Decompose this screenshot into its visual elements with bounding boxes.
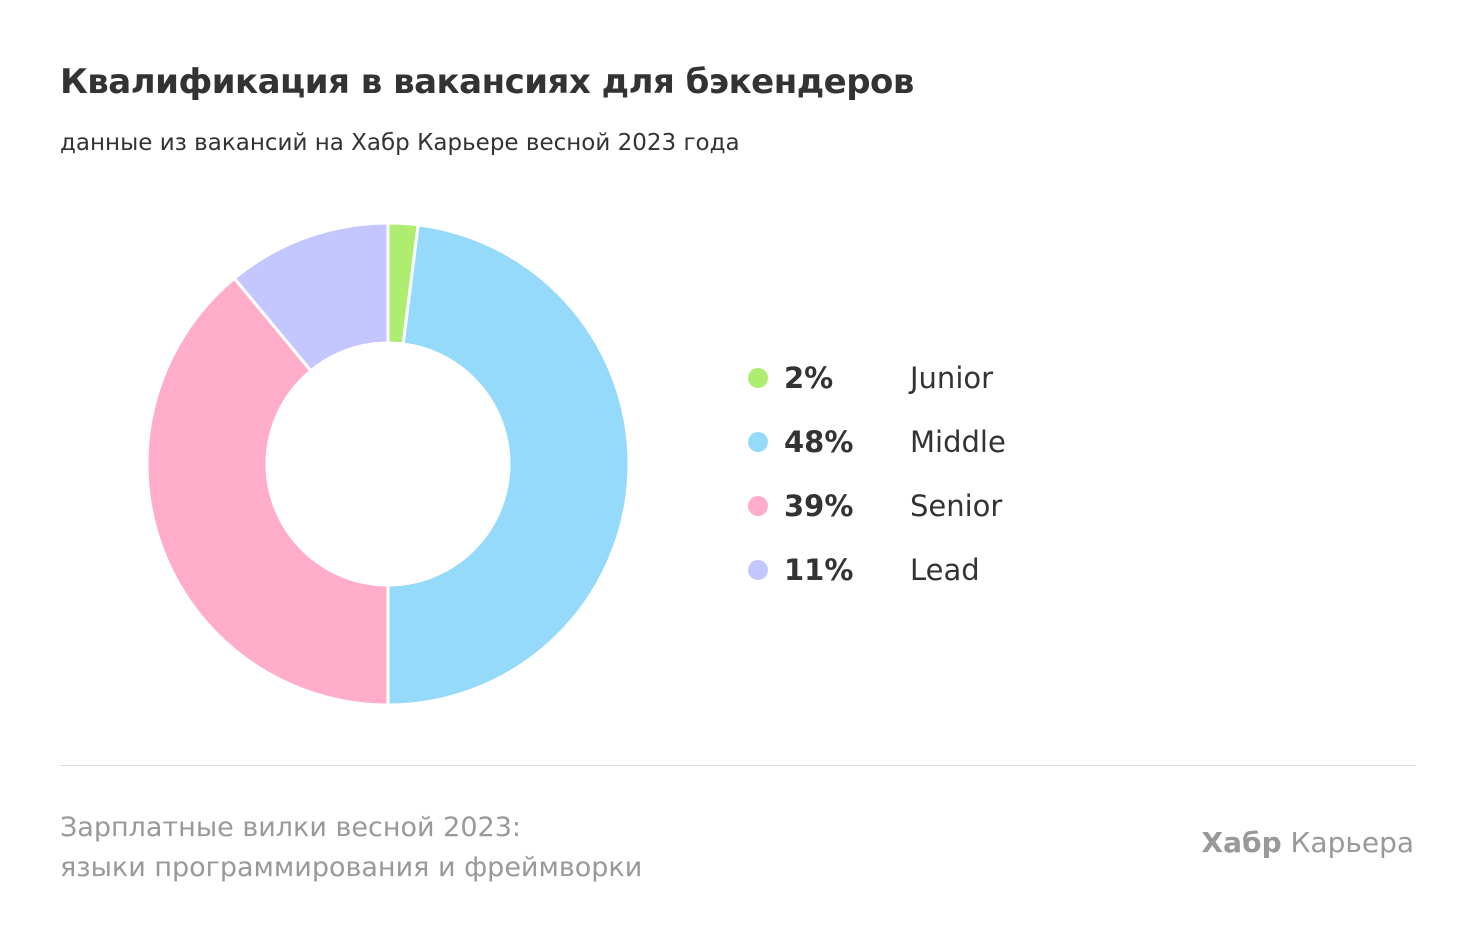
legend-value: 39% <box>784 489 854 523</box>
donut-slice-senior <box>145 276 390 707</box>
legend-item-junior: 2% Junior <box>748 346 1006 410</box>
brand-bold: Хабр <box>1201 826 1282 859</box>
legend-swatch <box>748 496 768 516</box>
legend-label: Junior <box>910 361 994 395</box>
legend-value: 48% <box>784 425 854 459</box>
legend-label: Middle <box>910 425 1006 459</box>
legend-label: Lead <box>910 553 980 587</box>
legend-item-senior: 39% Senior <box>748 474 1006 538</box>
legend-label: Senior <box>910 489 1003 523</box>
legend-item-middle: 48% Middle <box>748 410 1006 474</box>
legend: 2% Junior 48% Middle 39% Senior 11% Lead <box>748 346 1006 602</box>
footer-line-1: Зарплатные вилки весной 2023: <box>60 812 521 843</box>
legend-swatch <box>748 432 768 452</box>
legend-item-lead: 11% Lead <box>748 538 1006 602</box>
brand-logo: Хабр Карьера <box>1202 826 1414 859</box>
brand-rest: Карьера <box>1281 826 1414 859</box>
donut-slice-lead <box>232 221 390 373</box>
chart-subtitle: данные из вакансий на Хабр Карьере весно… <box>60 130 740 156</box>
footer-line-2: языки программирования и фреймворки <box>60 852 643 883</box>
divider <box>60 765 1416 766</box>
legend-value: 11% <box>784 553 854 587</box>
donut-slice-middle <box>386 223 631 707</box>
legend-swatch <box>748 560 768 580</box>
legend-value: 2% <box>784 361 834 395</box>
legend-swatch <box>748 368 768 388</box>
footer-caption: Зарплатные вилки весной 2023: языки прог… <box>60 808 642 888</box>
donut-chart <box>145 221 631 707</box>
chart-title: Квалификация в вакансиях для бэкендеров <box>60 62 914 102</box>
